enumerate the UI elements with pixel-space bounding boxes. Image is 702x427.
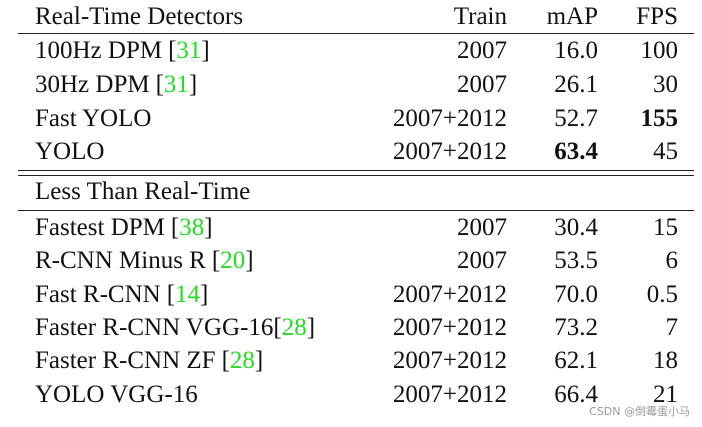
row-name: Faster R-CNN VGG-1628 [35,313,315,343]
header-cell: Train [453,3,507,30]
cell-train: 2007+2012 [392,105,507,132]
cell-train: 2007+2012 [392,381,507,408]
header-cell: mAP [546,3,598,30]
rule [18,175,694,176]
cell-map: 62.1 [554,347,598,374]
header-cell: FPS [636,3,678,30]
row-name: Fast YOLO [35,104,151,134]
row-name: Fast R-CNN14 [35,280,208,310]
watermark: CSDN @倒霉蛋小马 [589,405,690,418]
citation: 28 [222,347,264,374]
cell-fps: 18 [653,347,678,374]
cell-train: 2007 [457,71,507,98]
method-name: YOLO [35,138,105,165]
citation: 20 [212,247,254,274]
method-name: YOLO VGG-16 [35,381,198,408]
cell-fps: 30 [653,71,678,98]
cell-fps: 45 [653,138,678,165]
row-name: R-CNN Minus R20 [35,246,254,276]
cell-map: 16.0 [554,37,598,64]
row-name: YOLO VGG-16 [35,380,198,410]
method-name: Faster R-CNN VGG-16 [35,314,274,341]
section-title: Less Than Real-Time [35,178,251,205]
cell-train: 2007+2012 [392,138,507,165]
method-name: 30Hz DPM [35,71,150,98]
rule [18,170,694,171]
header-cell: Real-Time Detectors [35,3,244,30]
method-name: Fast YOLO [35,105,152,132]
cell-map: 63.4 [554,138,598,165]
method-name: Fast R-CNN [35,281,161,308]
row-name: 100Hz DPM31 [35,36,210,66]
cell-map: 73.2 [554,314,598,341]
citation: 31 [156,71,198,98]
method-name: Faster R-CNN ZF [35,347,216,374]
method-name: Fastest DPM [35,214,165,241]
citation: 28 [273,314,315,341]
cell-map: 52.7 [554,105,598,132]
cell-train: 2007+2012 [392,347,507,374]
cell-map: 26.1 [554,71,598,98]
cell-map: 70.0 [554,281,598,308]
citation: 38 [171,214,213,241]
cell-train: 2007+2012 [392,281,507,308]
rule [18,33,694,34]
cell-train: 2007+2012 [392,314,507,341]
cell-map: 66.4 [554,381,598,408]
cell-map: 30.4 [554,214,598,241]
citation: 14 [167,281,209,308]
cell-train: 2007 [457,37,507,64]
row-name: Faster R-CNN ZF28 [35,346,263,376]
cell-train: 2007 [457,214,507,241]
row-name: YOLO [35,137,104,167]
citation: 31 [168,37,210,64]
cell-train: 2007 [457,247,507,274]
cell-fps: 155 [640,105,679,132]
row-name: Fastest DPM38 [35,213,213,243]
cell-fps: 0.5 [646,281,678,308]
cell-fps: 6 [665,247,679,274]
rule [18,210,694,211]
row-name: 30Hz DPM31 [35,70,197,100]
cell-fps: 15 [653,214,678,241]
method-name: R-CNN Minus R [35,247,206,274]
cell-fps: 21 [653,381,678,408]
method-name: 100Hz DPM [35,37,163,64]
cell-fps: 100 [640,37,679,64]
cell-map: 53.5 [554,247,598,274]
cell-fps: 7 [665,314,679,341]
